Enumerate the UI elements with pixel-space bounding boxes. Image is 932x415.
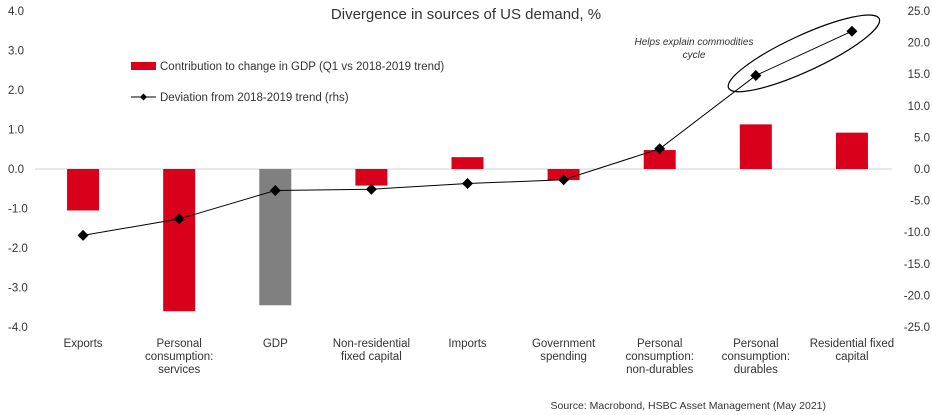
point-marker[interactable] — [269, 184, 281, 196]
left-axis-tick-label: -4.0 — [8, 322, 28, 334]
chart-title: Divergence in sources of US demand, % — [331, 6, 601, 23]
bar[interactable] — [451, 157, 484, 169]
legend-swatch-bar — [131, 62, 156, 70]
legend-item-bar[interactable]: Contribution to change in GDP (Q1 vs 201… — [131, 61, 444, 73]
category-labels: Exports Personal consumption: services GDP No… — [64, 338, 895, 376]
left-axis-tick-labels: -4.0 -3.0 -2.0 -1.0 0.0 1.0 2.0 3.0 4.0 — [8, 6, 28, 334]
point-marker[interactable] — [654, 143, 666, 155]
legend-item-line[interactable]: Deviation from 2018-2019 trend (rhs) — [131, 92, 349, 104]
left-axis-tick-label: -2.0 — [8, 243, 28, 255]
point-marker[interactable] — [365, 183, 377, 195]
right-axis-tick-label: -5.0 — [910, 196, 930, 208]
point-marker[interactable] — [77, 229, 89, 241]
right-axis-tick-label: -10.0 — [904, 227, 930, 239]
left-axis-tick-label: 2.0 — [8, 85, 24, 97]
right-axis-tick-label: -15.0 — [904, 259, 930, 271]
bar[interactable] — [67, 169, 100, 211]
category-label: GDP — [263, 338, 288, 350]
left-axis-tick-label: -3.0 — [8, 283, 28, 295]
bar[interactable] — [835, 132, 868, 169]
point-marker[interactable] — [750, 69, 762, 81]
point-marker[interactable] — [558, 174, 570, 186]
bar[interactable] — [643, 150, 676, 169]
source-note: Source: Macrobond, HSBC Asset Management… — [551, 400, 826, 412]
bar[interactable] — [163, 169, 196, 312]
category-label: Personal consumption: non-durables — [626, 338, 694, 376]
right-axis-tick-label: 25.0 — [908, 6, 930, 18]
right-axis-tick-label: 15.0 — [908, 69, 930, 81]
category-label: Government spending — [532, 338, 596, 363]
left-axis-tick-label: 4.0 — [8, 6, 24, 18]
category-label: Personal consumption: durables — [722, 338, 790, 376]
right-axis-tick-label: 0.0 — [914, 164, 930, 176]
point-marker[interactable] — [173, 213, 185, 225]
point-marker[interactable] — [462, 178, 473, 190]
category-label: Residential fixed capital — [810, 338, 894, 363]
legend-marker-diamond — [140, 93, 147, 101]
left-axis-tick-label: 3.0 — [8, 46, 24, 58]
annotation-text: Helps explain commodities cycle — [635, 37, 754, 61]
bar-series — [67, 124, 868, 312]
legend-label-line: Deviation from 2018-2019 trend (rhs) — [160, 92, 349, 104]
bar[interactable] — [355, 169, 388, 186]
category-label: Non-residential fixed capital — [333, 338, 410, 363]
right-axis-tick-labels: -25.0 -20.0 -15.0 -10.0 -5.0 0.0 5.0 10.0 15.0 20… — [904, 6, 930, 334]
right-axis-tick-label: -20.0 — [904, 290, 930, 302]
right-axis-tick-label: 10.0 — [908, 101, 930, 113]
legend-label-bar: Contribution to change in GDP (Q1 vs 201… — [160, 61, 444, 73]
right-axis-tick-label: 20.0 — [908, 38, 930, 50]
bar[interactable] — [739, 124, 772, 169]
annotation: Helps explain commodities cycle — [635, 14, 881, 93]
annotation-ellipse — [727, 14, 881, 93]
left-axis-tick-label: 1.0 — [8, 125, 24, 137]
legend[interactable]: Contribution to change in GDP (Q1 vs 201… — [131, 61, 444, 104]
left-axis-tick-label: -1.0 — [8, 204, 28, 216]
line-series — [77, 25, 858, 241]
point-marker[interactable] — [846, 25, 858, 37]
category-label: Imports — [448, 338, 487, 350]
category-label: Exports — [64, 338, 103, 350]
right-axis-tick-label: -25.0 — [904, 322, 930, 334]
right-axis-tick-label: 5.0 — [914, 132, 930, 144]
left-axis-tick-label: 0.0 — [8, 164, 24, 176]
category-label: Personal consumption: services — [145, 338, 213, 376]
